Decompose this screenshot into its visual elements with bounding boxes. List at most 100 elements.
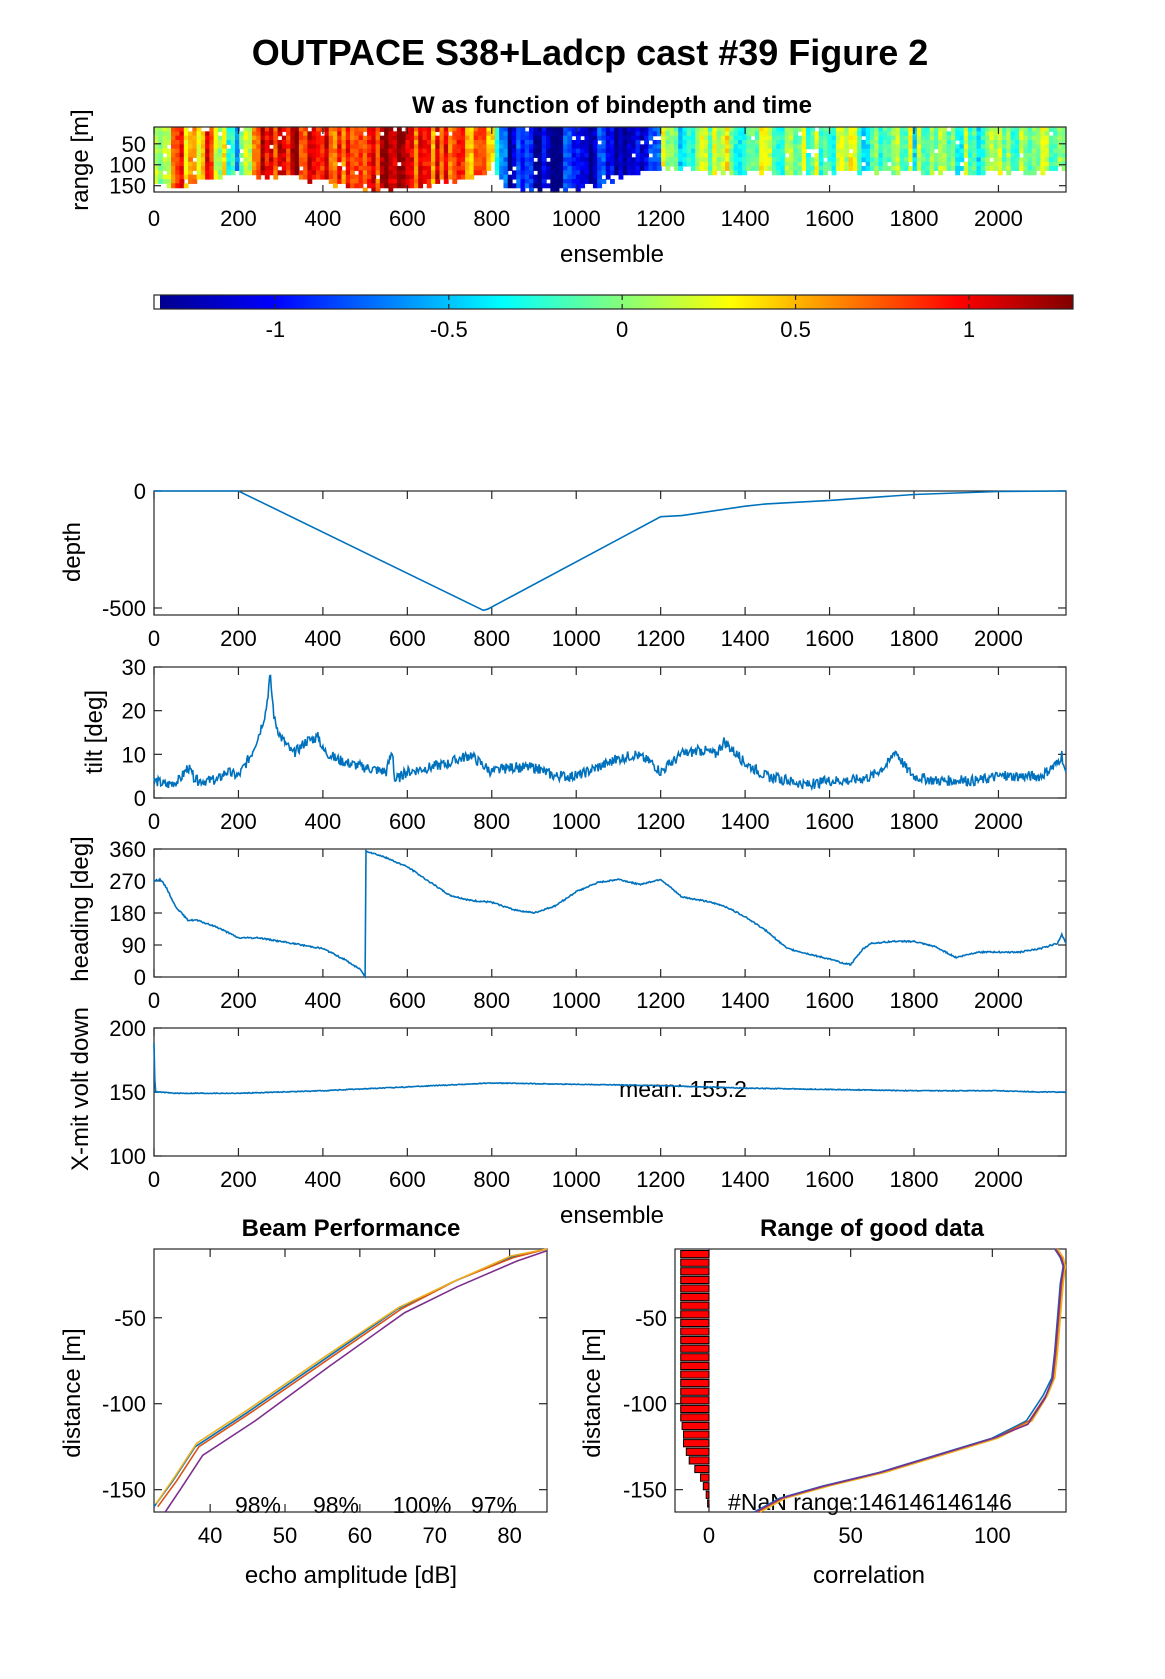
w-image-cell	[200, 148, 206, 154]
beam-1-percent: 98%	[235, 1492, 281, 1518]
w-image-cell	[205, 170, 210, 176]
w-image-cell	[452, 148, 458, 154]
range-good-data-xlabel: correlation	[813, 1562, 925, 1589]
w-image-cell	[635, 153, 641, 158]
w-image-cell	[733, 140, 739, 145]
beam-performance-xtick-label: 70	[422, 1523, 446, 1548]
w-image-cell	[205, 140, 210, 145]
w-image-cells	[154, 127, 1067, 193]
w-image-cell	[205, 174, 210, 180]
w-image-cell	[226, 148, 232, 154]
w-image-cell	[418, 148, 424, 154]
w-image-cell	[507, 144, 513, 150]
w-image-cell	[631, 135, 637, 141]
w-image-cell	[486, 140, 492, 145]
w-image-cell	[814, 166, 820, 171]
w-image-cell	[874, 166, 880, 171]
w-image-cell	[699, 153, 705, 158]
w-image-cell	[550, 187, 556, 193]
w-image-cell	[529, 166, 534, 171]
w-image-cell	[396, 157, 402, 163]
xmit-volt-panel: X-mit volt down mean: 155.2 ensemble 0 20…	[67, 1007, 1067, 1229]
w-image-cell	[413, 174, 419, 180]
w-image-cell	[797, 161, 803, 167]
w-image-cell	[452, 135, 458, 141]
w-image-cell	[422, 135, 428, 141]
w-image-cell	[294, 157, 300, 163]
w-image-cell	[320, 153, 326, 158]
tilt-xtick-label: 800	[473, 809, 510, 834]
w-image-cell	[708, 131, 713, 137]
w-image-cell	[439, 131, 445, 137]
w-image-cell	[1040, 135, 1046, 141]
w-image-cell	[158, 131, 164, 137]
w-image-cell	[780, 127, 786, 132]
w-image-cell	[439, 140, 445, 145]
w-image-cell	[294, 131, 300, 137]
w-image-cell	[209, 140, 215, 145]
w-image-cell	[959, 131, 965, 137]
w-image-cell	[379, 179, 385, 184]
w-image-cell	[260, 170, 266, 176]
w-image-cell	[1010, 153, 1016, 158]
w-image-cell	[938, 144, 944, 150]
w-image-cell	[171, 166, 176, 171]
w-image-cell	[592, 170, 598, 176]
w-image-cell	[213, 166, 219, 171]
w-image-cell	[499, 170, 505, 176]
w-image-cell	[354, 140, 360, 145]
w-image-cell	[499, 161, 505, 167]
w-image-cell	[192, 144, 198, 150]
w-image-cell	[810, 140, 816, 145]
w-image-cell	[891, 166, 897, 171]
w-image-cell	[473, 140, 479, 145]
nan-count-bar	[685, 1447, 710, 1456]
w-image-cell	[631, 140, 637, 145]
w-image-cell	[610, 157, 615, 163]
w-image-cell	[605, 166, 611, 171]
w-image-cell	[473, 144, 479, 150]
w-image-cell	[358, 157, 364, 163]
heading-xtick-label: 1800	[890, 988, 939, 1013]
w-image-cell	[448, 161, 453, 167]
w-image-cell	[921, 166, 926, 171]
xmit-volt-xlabel: ensemble	[560, 1202, 664, 1229]
w-image-cell	[550, 166, 556, 171]
w-image-cell	[358, 179, 364, 184]
w-image-cell	[443, 135, 449, 141]
w-image-cell	[1036, 153, 1042, 158]
w-image-cell	[699, 161, 705, 167]
w-image-cell	[482, 157, 488, 163]
w-image-cell	[1010, 148, 1016, 154]
w-image-cell	[938, 166, 944, 171]
w-image-cell	[597, 144, 603, 150]
w-image-cell	[431, 148, 436, 154]
w-image-cell	[933, 153, 939, 158]
w-image-cell	[375, 179, 381, 184]
w-image-cell	[1044, 161, 1050, 167]
w-image-cell	[946, 135, 952, 141]
w-image-cell	[396, 174, 402, 180]
w-image-cell	[878, 127, 884, 132]
w-image-cell	[230, 144, 236, 150]
w-image-cell	[1010, 135, 1016, 141]
w-image-cell	[950, 157, 956, 163]
w-image-cell	[985, 157, 990, 163]
w-image-cell	[972, 135, 978, 141]
w-image-cell	[933, 135, 939, 141]
w-image-cell	[912, 153, 918, 158]
w-image-cell	[546, 127, 551, 132]
w-image-cell	[413, 140, 419, 145]
w-image-cell	[912, 131, 918, 137]
w-image-cell	[324, 153, 330, 158]
w-image-cell	[929, 135, 935, 141]
w-image-cell	[818, 144, 824, 150]
w-image-cell	[1057, 148, 1063, 154]
w-image-cell	[332, 174, 338, 180]
w-image-cell	[788, 135, 794, 141]
w-image-cell	[771, 135, 777, 141]
nan-count-bar	[683, 1439, 710, 1448]
w-image-cell	[358, 170, 364, 176]
w-image-cell	[320, 161, 326, 167]
w-image-cell	[571, 127, 577, 132]
